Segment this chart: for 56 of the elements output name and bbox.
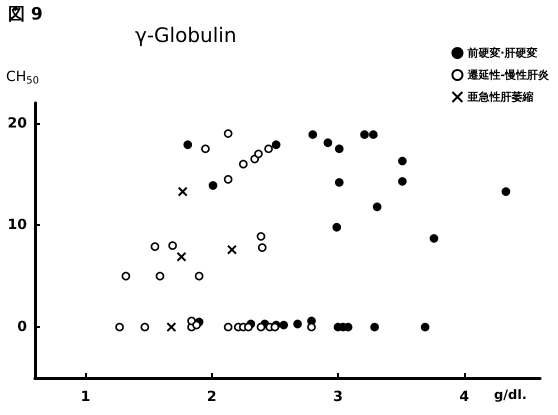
- point: [140, 322, 150, 332]
- point: [254, 150, 263, 158]
- point: [372, 202, 382, 212]
- point: [430, 234, 438, 243]
- point: [360, 130, 369, 139]
- point: [398, 177, 407, 186]
- point: [187, 316, 196, 326]
- point: [502, 187, 510, 196]
- point: [324, 138, 332, 148]
- point: [239, 160, 248, 168]
- point: [256, 232, 266, 241]
- point: [208, 181, 218, 190]
- point: [369, 130, 378, 139]
- legend-label: 遷延性-慢性肝炎: [466, 68, 550, 82]
- point: [264, 144, 273, 154]
- point: [176, 252, 186, 262]
- x-tick-label: 2: [206, 389, 217, 405]
- y-tick-label: 20: [8, 115, 28, 132]
- y-tick-label: 0: [17, 319, 28, 336]
- point: [272, 140, 280, 150]
- point: [178, 186, 188, 197]
- y-tick-label: 10: [8, 217, 28, 234]
- point: [183, 140, 192, 150]
- x-axis-title: g/dl.: [494, 388, 527, 403]
- point: [258, 243, 267, 252]
- point: [334, 144, 344, 154]
- x-tick-label: 1: [80, 389, 90, 405]
- caption: 図 9: [8, 4, 43, 24]
- point: [224, 322, 232, 332]
- x-tick-label: 4: [459, 389, 470, 405]
- point: [334, 178, 344, 187]
- point: [420, 322, 430, 332]
- x-tick-label: 3: [333, 389, 343, 405]
- point: [115, 322, 124, 332]
- chart-title: γ-Globulin: [135, 23, 237, 47]
- point: [156, 272, 164, 280]
- point: [332, 222, 342, 232]
- point: [398, 156, 407, 166]
- point: [293, 320, 302, 328]
- legend-label: 亜急性肝萎縮: [466, 90, 534, 104]
- point: [166, 322, 176, 332]
- point: [226, 244, 237, 255]
- point: [122, 272, 130, 280]
- point: [194, 272, 204, 280]
- point: [279, 320, 288, 330]
- point: [370, 322, 379, 332]
- point: [192, 320, 201, 330]
- point: [150, 242, 160, 251]
- point: [224, 129, 232, 138]
- point: [244, 322, 253, 332]
- point: [308, 130, 318, 139]
- point: [224, 175, 232, 184]
- point: [256, 322, 266, 332]
- point: [168, 241, 177, 250]
- point: [201, 144, 210, 154]
- legend-label: 前硬変·肝硬変: [466, 46, 538, 60]
